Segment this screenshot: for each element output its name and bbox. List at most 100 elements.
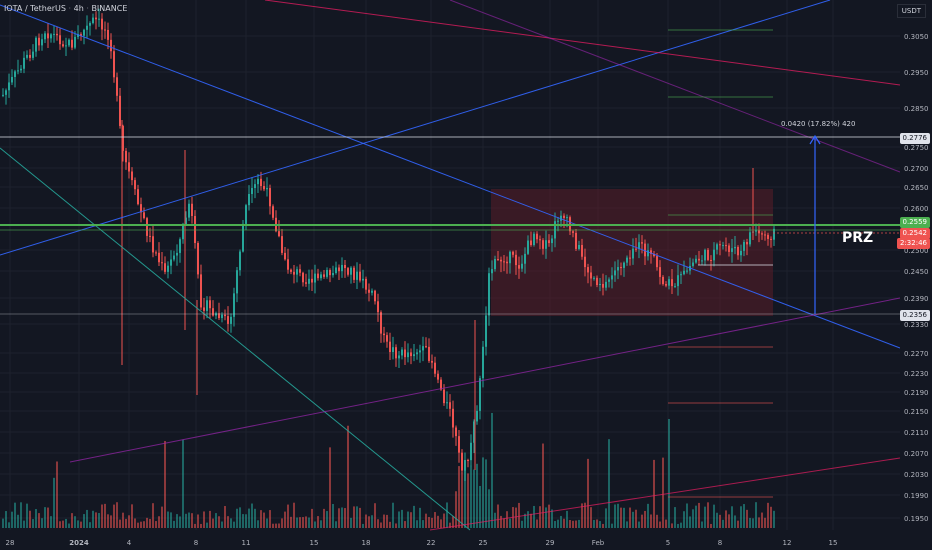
candle-body (281, 236, 283, 253)
time-axis[interactable]: 28 2024 4 8 11 15 18 22 25 29 Feb 5 8 12 15 (0, 532, 932, 550)
candle-body (746, 241, 748, 245)
candle-body (560, 215, 562, 221)
volume-bar (473, 469, 475, 528)
volume-bar (380, 522, 382, 528)
measure-arrow-head (809, 134, 821, 145)
candle-body (98, 18, 100, 20)
candle-body (47, 33, 49, 39)
candle-body (326, 269, 328, 277)
time-tick-label: 15 (310, 539, 319, 547)
candle-body (482, 346, 484, 379)
volume-bar (71, 513, 73, 528)
candle-body (617, 267, 619, 271)
candle-body (53, 33, 55, 35)
price-tick-label: 0.2700 (904, 165, 929, 173)
volume-bar (152, 503, 154, 528)
volume-bar (101, 504, 103, 528)
volume-bar (500, 515, 502, 528)
candle-body (50, 34, 52, 39)
candle-body (716, 244, 718, 250)
volume-bar (464, 468, 466, 528)
candle-body (371, 290, 373, 293)
volume-bar (230, 518, 232, 528)
volume-bar (197, 514, 199, 528)
volume-bar (221, 521, 223, 528)
volume-bar (179, 516, 181, 528)
volume-bar (761, 512, 763, 528)
candle-body (314, 273, 316, 283)
candle-body (404, 349, 406, 358)
volume-bar (506, 511, 508, 528)
candle-body (713, 249, 715, 261)
candle-body (245, 205, 247, 224)
volume-bar (716, 512, 718, 528)
candle-body (230, 316, 232, 324)
candle-body (596, 277, 598, 285)
candle-body (362, 278, 364, 281)
volume-bar (395, 523, 397, 528)
candle-body (476, 410, 478, 422)
price-tick-label: 0.2650 (904, 184, 929, 192)
volume-bar (554, 521, 556, 528)
candle-body (518, 265, 520, 269)
candle-body (17, 70, 19, 72)
candle-body (203, 307, 205, 311)
volume-bar (149, 518, 151, 528)
candle-body (722, 245, 724, 247)
volume-bar (227, 516, 229, 528)
candle-body (665, 284, 667, 286)
candle-body (5, 90, 7, 95)
volume-bar (128, 515, 130, 528)
volume-bar (107, 514, 109, 528)
price-tick-label: 0.2390 (904, 295, 929, 303)
volume-bar (47, 507, 49, 528)
volume-bar (446, 502, 448, 528)
candle-body (350, 267, 352, 275)
volume-bar (401, 509, 403, 528)
candle-body (206, 300, 208, 311)
volume-bar (755, 502, 757, 528)
price-tick-label: 0.2500 (904, 247, 929, 255)
price-tick-label: 0.1950 (904, 515, 929, 523)
candle-body (347, 268, 349, 275)
volume-bar (518, 502, 520, 528)
candle-body (605, 281, 607, 288)
time-tick-label: 29 (546, 539, 555, 547)
time-tick-label: 12 (783, 539, 792, 547)
candle-body (701, 260, 703, 262)
volume-bar (344, 508, 346, 528)
price-tick-label: 0.2190 (904, 389, 929, 397)
volume-bar (293, 502, 295, 528)
candle-body (233, 293, 235, 317)
candle-body (452, 408, 454, 428)
pink-support-line (429, 457, 901, 531)
candle-body (758, 230, 760, 234)
price-axis[interactable]: 0.3050 0.2950 0.2850 0.2750 0.2700 0.2650 0.26… (900, 0, 932, 550)
candle-body (533, 233, 535, 246)
volume-bar (167, 511, 169, 528)
candle-body (257, 178, 259, 185)
candle-body (410, 352, 412, 357)
volume-bar (134, 518, 136, 528)
volume-bar (248, 508, 250, 528)
candle-body (158, 252, 160, 263)
candle-body (611, 275, 613, 280)
candle-body (161, 262, 163, 264)
volume-bar (620, 507, 622, 528)
volume-bar (281, 518, 283, 528)
volume-bar (14, 502, 16, 528)
volume-bar (41, 518, 43, 528)
volume-bar (710, 523, 712, 528)
candle-body (542, 240, 544, 249)
volume-bar (725, 510, 727, 528)
candle-body (503, 261, 505, 263)
currency-badge[interactable]: USDT (896, 4, 926, 18)
price-tick-label: 0.1990 (904, 492, 929, 500)
volume-bar (116, 502, 118, 528)
volume-bar (602, 523, 604, 528)
candle-body (530, 240, 532, 246)
volume-bar (545, 507, 547, 528)
symbol-title[interactable]: IOTA / TetherUS · 4h · BINANCE (4, 4, 128, 13)
candle-body (11, 76, 13, 83)
